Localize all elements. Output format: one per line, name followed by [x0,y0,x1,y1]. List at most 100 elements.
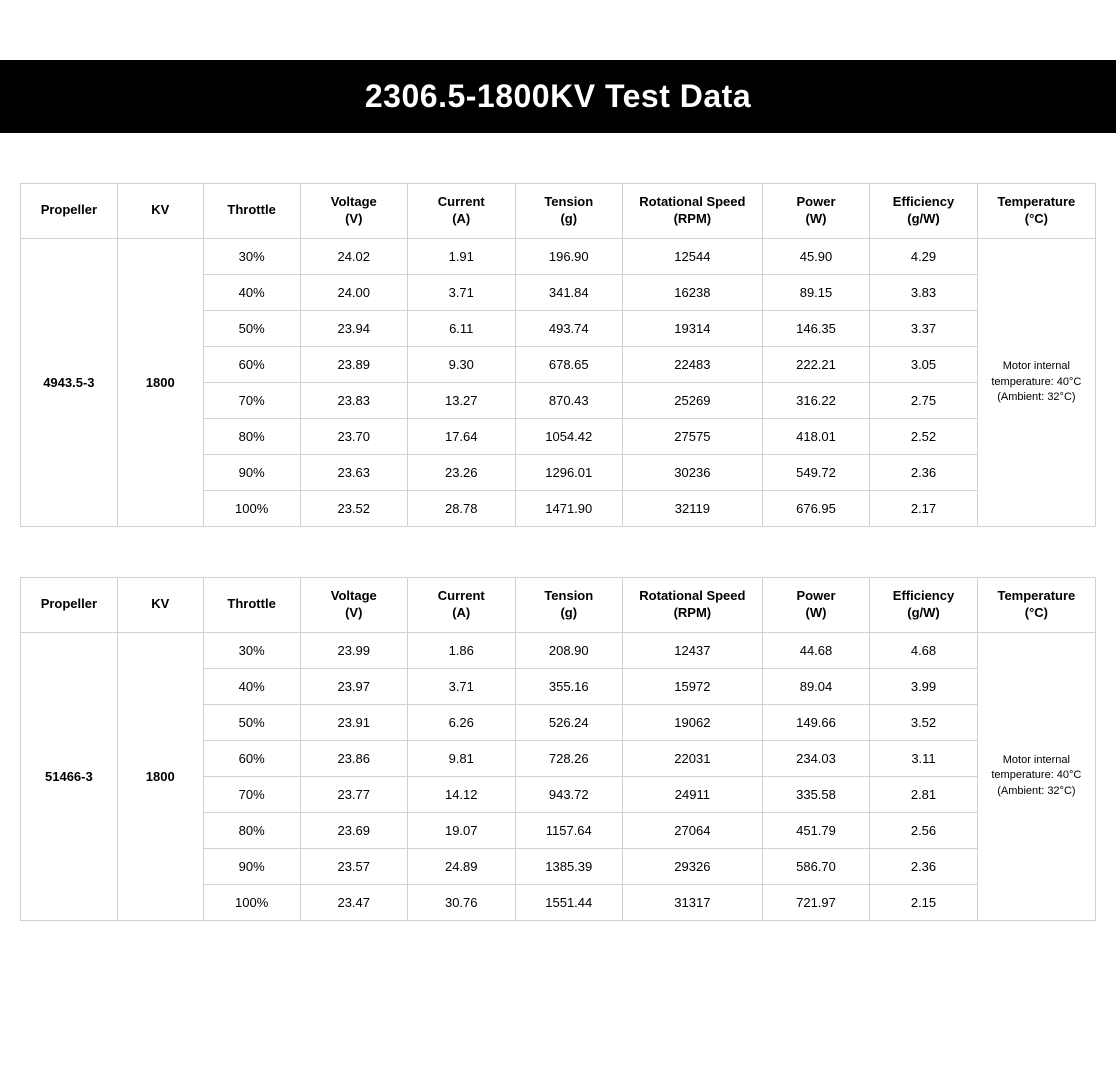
power-cell: 222.21 [762,346,870,382]
voltage-cell: 23.63 [300,454,408,490]
column-header: Current(A) [408,577,516,632]
voltage-cell: 23.52 [300,490,408,526]
data-table: PropellerKVThrottleVoltage(V)Current(A)T… [20,183,1096,527]
kv-cell: 1800 [117,238,203,526]
rpm-cell: 24911 [623,776,763,812]
throttle-cell: 90% [203,848,300,884]
voltage-cell: 23.69 [300,812,408,848]
tension-cell: 208.90 [515,632,623,668]
efficiency-cell: 2.81 [870,776,978,812]
voltage-cell: 24.00 [300,274,408,310]
current-cell: 30.76 [408,884,516,920]
column-header: Tension(g) [515,577,623,632]
throttle-cell: 100% [203,884,300,920]
throttle-cell: 30% [203,632,300,668]
throttle-cell: 90% [203,454,300,490]
current-cell: 6.26 [408,704,516,740]
voltage-cell: 23.94 [300,310,408,346]
throttle-cell: 70% [203,382,300,418]
power-cell: 44.68 [762,632,870,668]
column-header: Efficiency(g/W) [870,577,978,632]
voltage-cell: 23.70 [300,418,408,454]
rpm-cell: 29326 [623,848,763,884]
efficiency-cell: 2.15 [870,884,978,920]
table-row: 4943.5-3180030%24.021.91196.901254445.90… [21,238,1096,274]
current-cell: 28.78 [408,490,516,526]
column-header: Power(W) [762,184,870,239]
voltage-cell: 23.89 [300,346,408,382]
voltage-cell: 23.91 [300,704,408,740]
throttle-cell: 50% [203,704,300,740]
power-cell: 234.03 [762,740,870,776]
efficiency-cell: 2.36 [870,454,978,490]
tension-cell: 678.65 [515,346,623,382]
rpm-cell: 27575 [623,418,763,454]
column-header: Throttle [203,577,300,632]
column-header: Temperature(°C) [977,577,1095,632]
column-header: Voltage(V) [300,184,408,239]
rpm-cell: 31317 [623,884,763,920]
column-header: Rotational Speed(RPM) [623,577,763,632]
rpm-cell: 19062 [623,704,763,740]
power-cell: 721.97 [762,884,870,920]
tension-cell: 1157.64 [515,812,623,848]
tension-cell: 1551.44 [515,884,623,920]
tension-cell: 1296.01 [515,454,623,490]
power-cell: 549.72 [762,454,870,490]
efficiency-cell: 3.52 [870,704,978,740]
tension-cell: 1385.39 [515,848,623,884]
tension-cell: 196.90 [515,238,623,274]
tables-container: PropellerKVThrottleVoltage(V)Current(A)T… [0,183,1116,921]
temperature-cell: Motor internal temperature: 40°C(Ambient… [977,238,1095,526]
column-header: Rotational Speed(RPM) [623,184,763,239]
efficiency-cell: 2.75 [870,382,978,418]
efficiency-cell: 3.99 [870,668,978,704]
throttle-cell: 30% [203,238,300,274]
current-cell: 6.11 [408,310,516,346]
power-cell: 146.35 [762,310,870,346]
rpm-cell: 19314 [623,310,763,346]
column-header: Power(W) [762,577,870,632]
efficiency-cell: 3.37 [870,310,978,346]
rpm-cell: 32119 [623,490,763,526]
column-header: KV [117,184,203,239]
current-cell: 14.12 [408,776,516,812]
data-table: PropellerKVThrottleVoltage(V)Current(A)T… [20,577,1096,921]
throttle-cell: 60% [203,740,300,776]
efficiency-cell: 3.05 [870,346,978,382]
title-bar: 2306.5-1800KV Test Data [0,60,1116,133]
header-row: PropellerKVThrottleVoltage(V)Current(A)T… [21,577,1096,632]
rpm-cell: 15972 [623,668,763,704]
data-table-wrap: PropellerKVThrottleVoltage(V)Current(A)T… [0,183,1116,527]
voltage-cell: 23.83 [300,382,408,418]
column-header: KV [117,577,203,632]
power-cell: 676.95 [762,490,870,526]
power-cell: 451.79 [762,812,870,848]
voltage-cell: 23.47 [300,884,408,920]
rpm-cell: 12437 [623,632,763,668]
column-header: Current(A) [408,184,516,239]
tension-cell: 341.84 [515,274,623,310]
rpm-cell: 16238 [623,274,763,310]
voltage-cell: 23.99 [300,632,408,668]
column-header: Voltage(V) [300,577,408,632]
power-cell: 586.70 [762,848,870,884]
efficiency-cell: 2.56 [870,812,978,848]
current-cell: 23.26 [408,454,516,490]
column-header: Efficiency(g/W) [870,184,978,239]
rpm-cell: 27064 [623,812,763,848]
voltage-cell: 24.02 [300,238,408,274]
rpm-cell: 22031 [623,740,763,776]
column-header: Tension(g) [515,184,623,239]
page-title: 2306.5-1800KV Test Data [0,78,1116,115]
efficiency-cell: 4.68 [870,632,978,668]
efficiency-cell: 2.17 [870,490,978,526]
rpm-cell: 25269 [623,382,763,418]
tension-cell: 943.72 [515,776,623,812]
temperature-cell: Motor internal temperature: 40°C(Ambient… [977,632,1095,920]
column-header: Temperature(°C) [977,184,1095,239]
throttle-cell: 70% [203,776,300,812]
throttle-cell: 40% [203,668,300,704]
header-row: PropellerKVThrottleVoltage(V)Current(A)T… [21,184,1096,239]
tension-cell: 1054.42 [515,418,623,454]
